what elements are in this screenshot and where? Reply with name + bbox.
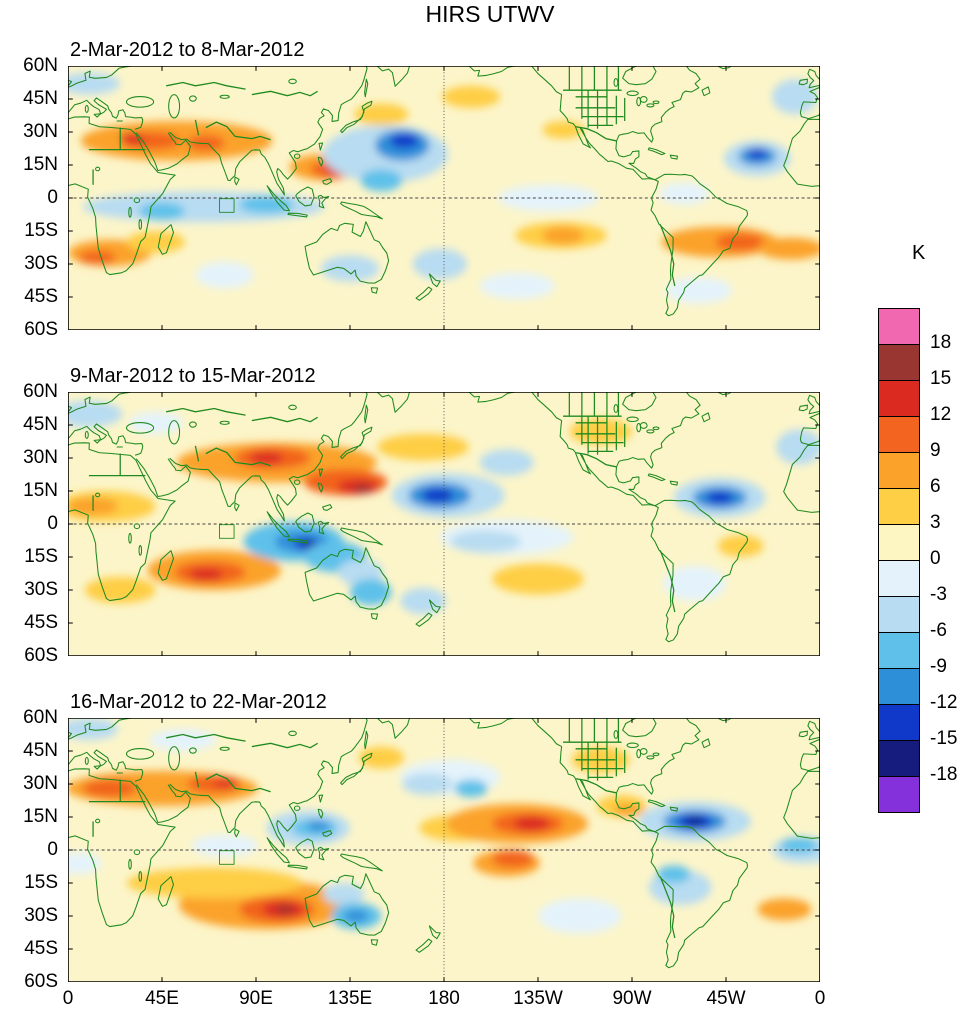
- lon-tick-label: 180: [428, 988, 460, 1009]
- colorbar-cell: [878, 596, 920, 633]
- lat-tick-label: 30S: [24, 253, 58, 274]
- colorbar-tick-label: 9: [930, 440, 941, 461]
- colorbar-tick-label: 3: [930, 512, 941, 533]
- lat-tick-label: 15N: [23, 806, 58, 827]
- colorbar-cell: [878, 308, 920, 345]
- lon-tick-label: 135W: [513, 988, 563, 1009]
- lat-tick-label: 45N: [23, 88, 58, 109]
- map-panel-week1: 2-Mar-2012 to 8-Mar-2012 60N 45N 30N 15N 0 15…: [23, 39, 820, 340]
- lon-tick-label: 90W: [612, 988, 652, 1009]
- colorbar-tick-label: 12: [930, 404, 952, 425]
- lat-tick-label: 15N: [23, 154, 58, 175]
- lat-tick-label: 30N: [23, 447, 58, 468]
- colorbar-tick-label: -12: [930, 692, 958, 713]
- latitude-axis-labels: 60N 45N 30N 15N 0 15S 30S 45S 60S: [4, 381, 62, 666]
- lon-tick-label: 45E: [145, 988, 179, 1009]
- lat-tick-label: 45S: [24, 938, 58, 959]
- colorbar-cell: [878, 524, 920, 561]
- lat-tick-label: 0: [47, 187, 58, 208]
- colorbar-cell: [878, 668, 920, 705]
- colorbar-cell: [878, 416, 920, 453]
- anomaly-map-week3: [68, 718, 820, 982]
- colorbar-cell: [878, 704, 920, 741]
- lat-tick-label: 45S: [24, 612, 58, 633]
- colorbar-tick-label: -18: [930, 764, 958, 785]
- lat-tick-label: 0: [47, 513, 58, 534]
- lat-tick-label: 30S: [24, 905, 58, 926]
- colorbar-tick-label: -6: [930, 620, 947, 641]
- map-panel-week3: 16-Mar-2012 to 22-Mar-2012 60N 45N 30N 15N 0…: [23, 691, 820, 992]
- lat-tick-label: 15S: [24, 220, 58, 241]
- colorbar-cell: [878, 632, 920, 669]
- lat-tick-label: 60N: [23, 55, 58, 76]
- lat-tick-label: 30S: [24, 579, 58, 600]
- panel-subtitle: 2-Mar-2012 to 8-Mar-2012: [70, 39, 305, 61]
- colorbar-tick-label: -3: [930, 584, 947, 605]
- anomaly-map-week1: [68, 66, 820, 330]
- lat-tick-label: 30N: [23, 121, 58, 142]
- colorbar-cell: [878, 560, 920, 597]
- anomaly-field: [68, 400, 820, 615]
- colorbar-tick-label: 6: [930, 476, 941, 497]
- latitude-axis-labels: 60N 45N 30N 15N 0 15S 30S 45S 60S: [4, 707, 62, 992]
- lat-tick-label: 15S: [24, 546, 58, 567]
- lat-tick-label: 45N: [23, 740, 58, 761]
- lon-tick-label: 45W: [706, 988, 746, 1009]
- lat-tick-label: 0: [47, 839, 58, 860]
- longitude-axis-labels: 0 45E 90E 135E 180 135W 90W 45W 0: [63, 988, 826, 1014]
- lon-tick-label: 0: [814, 988, 826, 1009]
- colorbar: K 18 15 12 9 6 3 0 -3 -6 -9 -12 -15 -18: [878, 242, 957, 813]
- colorbar-cell: [878, 740, 920, 777]
- colorbar-tick-label: 0: [930, 548, 941, 569]
- colorbar-cell: [878, 776, 920, 813]
- figure-title: HIRS UTWV: [425, 1, 555, 27]
- anomaly-field: [68, 718, 820, 934]
- lat-tick-label: 15S: [24, 872, 58, 893]
- lat-tick-label: 60N: [23, 707, 58, 728]
- lat-tick-label: 45S: [24, 286, 58, 307]
- lon-tick-label: 90E: [239, 988, 273, 1009]
- colorbar-tick-label: 15: [930, 368, 952, 389]
- colorbar-tick-label: -9: [930, 656, 947, 677]
- lon-tick-label: 0: [62, 988, 74, 1009]
- lat-tick-label: 30N: [23, 773, 58, 794]
- colorbar-cell: [878, 344, 920, 381]
- lat-tick-label: 15N: [23, 480, 58, 501]
- lat-tick-label: 60N: [23, 381, 58, 402]
- map-panel-week2: 9-Mar-2012 to 15-Mar-2012 60N 45N 30N 15N 0 1…: [23, 365, 820, 666]
- colorbar-tick-label: -15: [930, 728, 958, 749]
- lat-tick-label: 60S: [24, 645, 58, 666]
- anomaly-map-week2: [68, 392, 820, 656]
- lat-tick-label: 60S: [24, 971, 58, 992]
- colorbar-cells: [878, 308, 920, 813]
- colorbar-cell: [878, 452, 920, 489]
- panel-subtitle: 9-Mar-2012 to 15-Mar-2012: [70, 365, 316, 387]
- colorbar-tick-label: 18: [930, 332, 952, 353]
- latitude-axis-labels: 60N 45N 30N 15N 0 15S 30S 45S 60S: [4, 55, 62, 340]
- colorbar-unit-label: K: [912, 242, 926, 264]
- colorbar-cell: [878, 380, 920, 417]
- panel-subtitle: 16-Mar-2012 to 22-Mar-2012: [70, 691, 327, 713]
- lat-tick-label: 45N: [23, 414, 58, 435]
- lat-tick-label: 60S: [24, 319, 58, 340]
- lon-tick-label: 135E: [327, 988, 373, 1009]
- colorbar-cell: [878, 488, 920, 525]
